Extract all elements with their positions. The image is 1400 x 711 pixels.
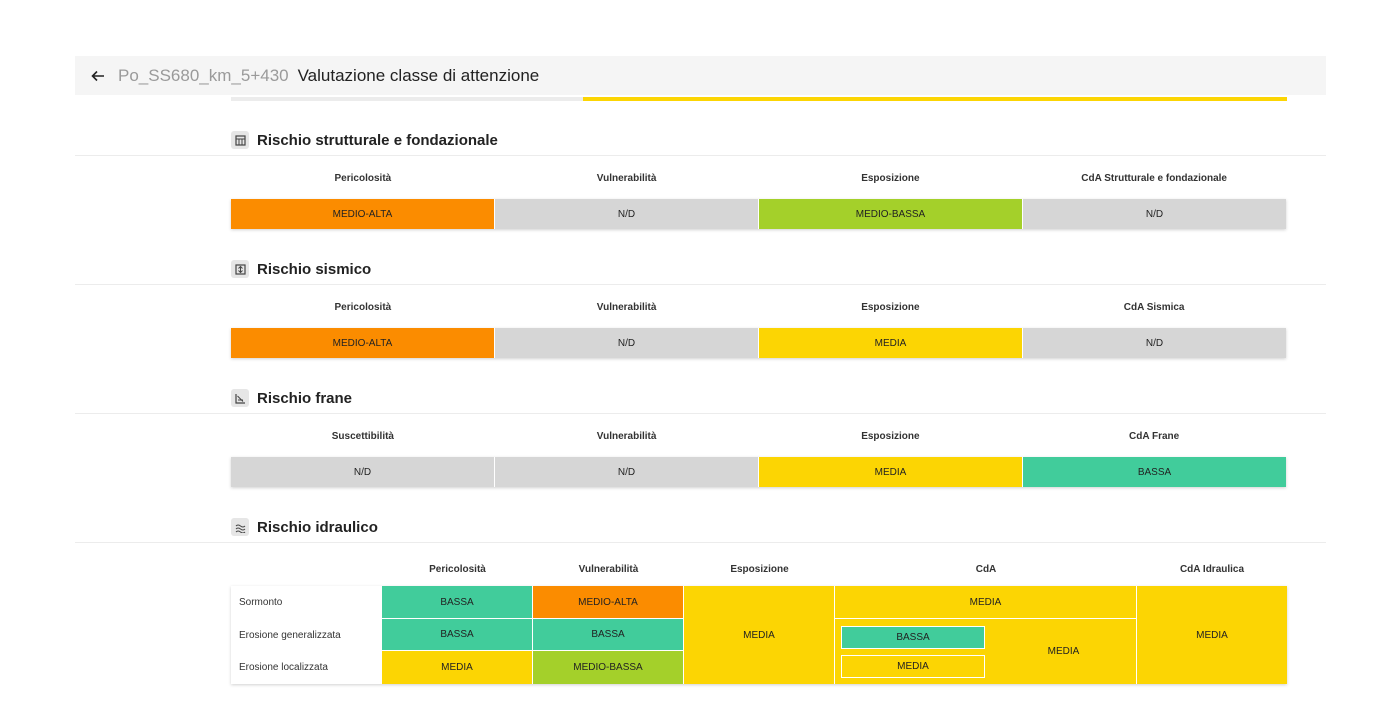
building-icon [231,131,249,149]
esposizione-value: MEDIA [759,328,1023,358]
pericolosita-value: BASSA [382,586,532,618]
column-header: Vulnerabilità [596,301,657,313]
column-header: Esposizione [861,172,920,184]
section-frane: Rischio frane Suscettibilità Vulnerabili… [75,383,1326,487]
column-header: CdA Frane [1129,430,1180,442]
pericolosita-value: MEDIA [382,651,532,684]
column-header: CdA [975,564,997,575]
previous-section-strip [583,97,935,101]
cda-erosione-localizzata-value: MEDIA [841,655,985,678]
pericolosita-value: MEDIO-ALTA [231,199,495,229]
section-title: Rischio strutturale e fondazionale [257,131,498,149]
column-header: Esposizione [861,301,920,313]
section-strutturale: Rischio strutturale e fondazionale Peric… [75,125,1326,229]
page-title: Valutazione classe di attenzione [297,65,540,85]
risk-table: Pericolosità Vulnerabilità Esposizione C… [231,286,1286,358]
section-title: Rischio sismico [257,260,372,278]
esposizione-value: MEDIA [684,586,834,684]
water-icon [231,518,249,536]
row-label: Erosione localizzata [231,651,382,684]
cda-erosione-value: MEDIA [1047,646,1080,657]
vulnerabilita-value: N/D [495,199,759,229]
column-header: Suscettibilità [331,430,394,442]
cda-idraulica-value: MEDIA [1137,586,1287,684]
vulnerabilita-value: N/D [495,328,759,358]
page-header: Po_SS680_km_5+430 Valutazione classe di … [75,56,1326,95]
cda-value: BASSA [1023,457,1286,487]
section-header: Rischio idraulico [75,512,1326,543]
pericolosita-value: BASSA [382,619,532,650]
column-header: CdA Strutturale e fondazionale [1081,172,1227,184]
pericolosita-value: MEDIO-ALTA [231,328,495,358]
vulnerabilita-value: MEDIO-ALTA [533,586,683,618]
column-header: Esposizione [730,564,789,575]
cda-erosione-generalizzata-value: BASSA [841,626,985,649]
vulnerabilita-value: N/D [495,457,759,487]
risk-table: Pericolosità Vulnerabilità Esposizione C… [231,157,1286,229]
vulnerabilita-value: BASSA [533,619,683,650]
idraulico-table: Pericolosità Vulnerabilità Esposizione C… [231,553,1287,684]
column-header: Pericolosità [429,564,486,575]
column-header: Vulnerabilità [596,172,657,184]
landslide-icon [231,389,249,407]
section-idraulico: Rischio idraulico [75,512,1326,543]
cda-value: N/D [1023,199,1286,229]
cda-sormonto-value: MEDIA [835,586,1136,618]
esposizione-value: MEDIO-BASSA [759,199,1023,229]
column-header: Pericolosità [334,301,392,313]
section-header: Rischio strutturale e fondazionale [75,125,1326,156]
column-header: Vulnerabilità [578,564,639,575]
cda-value: N/D [1023,328,1286,358]
previous-section-strip [231,97,583,101]
section-title: Rischio idraulico [257,518,378,536]
column-header: Pericolosità [334,172,392,184]
column-header: Esposizione [861,430,920,442]
arrow-left-icon[interactable] [88,66,108,86]
section-header: Rischio sismico [75,254,1326,285]
section-header: Rischio frane [75,383,1326,414]
previous-section-strip [935,97,1287,101]
esposizione-value: MEDIA [759,457,1023,487]
seismic-icon [231,260,249,278]
risk-table: Suscettibilità Vulnerabilità Esposizione… [231,415,1286,487]
row-label: Sormonto [231,586,382,619]
row-label: Erosione generalizzata [231,619,382,651]
column-header: CdA Sismica [1123,301,1185,313]
section-title: Rischio frane [257,389,353,407]
breadcrumb[interactable]: Po_SS680_km_5+430 [118,65,289,85]
vulnerabilita-value: MEDIO-BASSA [533,651,683,684]
column-header: CdA Idraulica [1179,564,1245,575]
section-sismico: Rischio sismico Pericolosità Vulnerabili… [75,254,1326,358]
suscettibilita-value: N/D [231,457,495,487]
column-header: Vulnerabilità [596,430,657,442]
